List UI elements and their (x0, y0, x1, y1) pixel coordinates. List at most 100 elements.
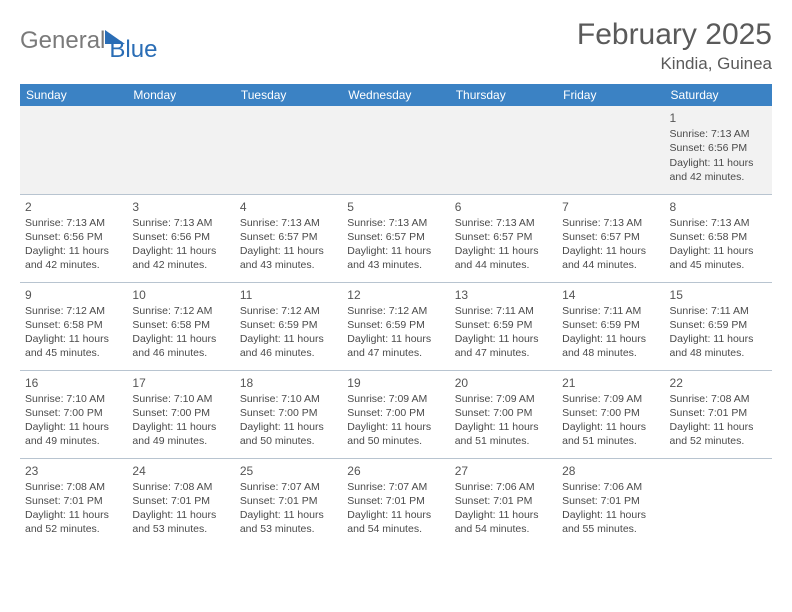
daylight-line: Daylight: 11 hours and 42 minutes. (670, 156, 767, 184)
day-cell: 3Sunrise: 7:13 AMSunset: 6:56 PMDaylight… (127, 194, 234, 282)
sunrise-line: Sunrise: 7:13 AM (132, 216, 229, 230)
day-cell: 28Sunrise: 7:06 AMSunset: 7:01 PMDayligh… (557, 458, 664, 546)
daylight-line: Daylight: 11 hours and 51 minutes. (562, 420, 659, 448)
header-bar: General Blue February 2025 Kindia, Guine… (20, 18, 772, 74)
sunrise-line: Sunrise: 7:10 AM (25, 392, 122, 406)
sunrise-line: Sunrise: 7:11 AM (562, 304, 659, 318)
daylight-line: Daylight: 11 hours and 47 minutes. (347, 332, 444, 360)
sunset-line: Sunset: 7:01 PM (455, 494, 552, 508)
sunset-line: Sunset: 6:57 PM (562, 230, 659, 244)
day-cell (127, 106, 234, 194)
day-number: 16 (25, 375, 122, 391)
day-number: 15 (670, 287, 767, 303)
day-number: 2 (25, 199, 122, 215)
day-number: 5 (347, 199, 444, 215)
daylight-line: Daylight: 11 hours and 42 minutes. (132, 244, 229, 272)
sunset-line: Sunset: 7:01 PM (562, 494, 659, 508)
daylight-line: Daylight: 11 hours and 46 minutes. (240, 332, 337, 360)
week-row: 23Sunrise: 7:08 AMSunset: 7:01 PMDayligh… (20, 458, 772, 546)
daylight-line: Daylight: 11 hours and 46 minutes. (132, 332, 229, 360)
sunrise-line: Sunrise: 7:12 AM (25, 304, 122, 318)
sunrise-line: Sunrise: 7:06 AM (455, 480, 552, 494)
day-cell: 14Sunrise: 7:11 AMSunset: 6:59 PMDayligh… (557, 282, 664, 370)
logo: General Blue (20, 18, 157, 64)
day-number: 17 (132, 375, 229, 391)
day-number: 9 (25, 287, 122, 303)
sunset-line: Sunset: 7:00 PM (347, 406, 444, 420)
day-cell (342, 106, 449, 194)
daylight-line: Daylight: 11 hours and 55 minutes. (562, 508, 659, 536)
day-number: 22 (670, 375, 767, 391)
daylight-line: Daylight: 11 hours and 43 minutes. (347, 244, 444, 272)
daylight-line: Daylight: 11 hours and 52 minutes. (670, 420, 767, 448)
day-number: 11 (240, 287, 337, 303)
day-cell: 15Sunrise: 7:11 AMSunset: 6:59 PMDayligh… (665, 282, 772, 370)
sunset-line: Sunset: 7:01 PM (240, 494, 337, 508)
sunset-line: Sunset: 6:57 PM (347, 230, 444, 244)
day-number: 14 (562, 287, 659, 303)
day-number: 18 (240, 375, 337, 391)
day-number: 27 (455, 463, 552, 479)
day-cell: 7Sunrise: 7:13 AMSunset: 6:57 PMDaylight… (557, 194, 664, 282)
day-number: 23 (25, 463, 122, 479)
day-cell: 27Sunrise: 7:06 AMSunset: 7:01 PMDayligh… (450, 458, 557, 546)
sunrise-line: Sunrise: 7:12 AM (240, 304, 337, 318)
sunset-line: Sunset: 6:57 PM (240, 230, 337, 244)
daylight-line: Daylight: 11 hours and 51 minutes. (455, 420, 552, 448)
sunset-line: Sunset: 6:58 PM (25, 318, 122, 332)
daylight-line: Daylight: 11 hours and 48 minutes. (562, 332, 659, 360)
sunset-line: Sunset: 7:00 PM (25, 406, 122, 420)
day-cell (20, 106, 127, 194)
sunset-line: Sunset: 7:01 PM (25, 494, 122, 508)
day-cell (450, 106, 557, 194)
sunrise-line: Sunrise: 7:11 AM (455, 304, 552, 318)
weekday-header: Saturday (665, 84, 772, 106)
title-block: February 2025 Kindia, Guinea (577, 18, 772, 74)
daylight-line: Daylight: 11 hours and 54 minutes. (455, 508, 552, 536)
day-cell: 25Sunrise: 7:07 AMSunset: 7:01 PMDayligh… (235, 458, 342, 546)
weekday-header-row: Sunday Monday Tuesday Wednesday Thursday… (20, 84, 772, 106)
day-cell: 6Sunrise: 7:13 AMSunset: 6:57 PMDaylight… (450, 194, 557, 282)
sunset-line: Sunset: 6:57 PM (455, 230, 552, 244)
daylight-line: Daylight: 11 hours and 53 minutes. (132, 508, 229, 536)
day-cell: 26Sunrise: 7:07 AMSunset: 7:01 PMDayligh… (342, 458, 449, 546)
daylight-line: Daylight: 11 hours and 48 minutes. (670, 332, 767, 360)
day-number: 28 (562, 463, 659, 479)
sunrise-line: Sunrise: 7:13 AM (347, 216, 444, 230)
day-number: 24 (132, 463, 229, 479)
daylight-line: Daylight: 11 hours and 54 minutes. (347, 508, 444, 536)
day-cell: 10Sunrise: 7:12 AMSunset: 6:58 PMDayligh… (127, 282, 234, 370)
sunrise-line: Sunrise: 7:11 AM (670, 304, 767, 318)
weekday-header: Friday (557, 84, 664, 106)
day-cell: 17Sunrise: 7:10 AMSunset: 7:00 PMDayligh… (127, 370, 234, 458)
sunset-line: Sunset: 7:00 PM (240, 406, 337, 420)
day-number: 4 (240, 199, 337, 215)
day-number: 26 (347, 463, 444, 479)
day-cell: 24Sunrise: 7:08 AMSunset: 7:01 PMDayligh… (127, 458, 234, 546)
sunrise-line: Sunrise: 7:09 AM (455, 392, 552, 406)
daylight-line: Daylight: 11 hours and 50 minutes. (347, 420, 444, 448)
week-row: 9Sunrise: 7:12 AMSunset: 6:58 PMDaylight… (20, 282, 772, 370)
day-cell: 23Sunrise: 7:08 AMSunset: 7:01 PMDayligh… (20, 458, 127, 546)
week-row: 1Sunrise: 7:13 AMSunset: 6:56 PMDaylight… (20, 106, 772, 194)
sunset-line: Sunset: 6:58 PM (132, 318, 229, 332)
daylight-line: Daylight: 11 hours and 53 minutes. (240, 508, 337, 536)
sunset-line: Sunset: 6:59 PM (455, 318, 552, 332)
day-number: 13 (455, 287, 552, 303)
sunset-line: Sunset: 7:00 PM (455, 406, 552, 420)
sunset-line: Sunset: 6:56 PM (25, 230, 122, 244)
day-cell: 11Sunrise: 7:12 AMSunset: 6:59 PMDayligh… (235, 282, 342, 370)
day-cell: 8Sunrise: 7:13 AMSunset: 6:58 PMDaylight… (665, 194, 772, 282)
day-number: 3 (132, 199, 229, 215)
sunrise-line: Sunrise: 7:10 AM (240, 392, 337, 406)
sunset-line: Sunset: 6:56 PM (670, 141, 767, 155)
logo-text-2: Blue (109, 18, 157, 64)
sunrise-line: Sunrise: 7:13 AM (25, 216, 122, 230)
daylight-line: Daylight: 11 hours and 49 minutes. (25, 420, 122, 448)
day-cell: 20Sunrise: 7:09 AMSunset: 7:00 PMDayligh… (450, 370, 557, 458)
day-cell: 4Sunrise: 7:13 AMSunset: 6:57 PMDaylight… (235, 194, 342, 282)
sunrise-line: Sunrise: 7:08 AM (132, 480, 229, 494)
day-number: 21 (562, 375, 659, 391)
day-cell (557, 106, 664, 194)
calendar-table: Sunday Monday Tuesday Wednesday Thursday… (20, 84, 772, 546)
